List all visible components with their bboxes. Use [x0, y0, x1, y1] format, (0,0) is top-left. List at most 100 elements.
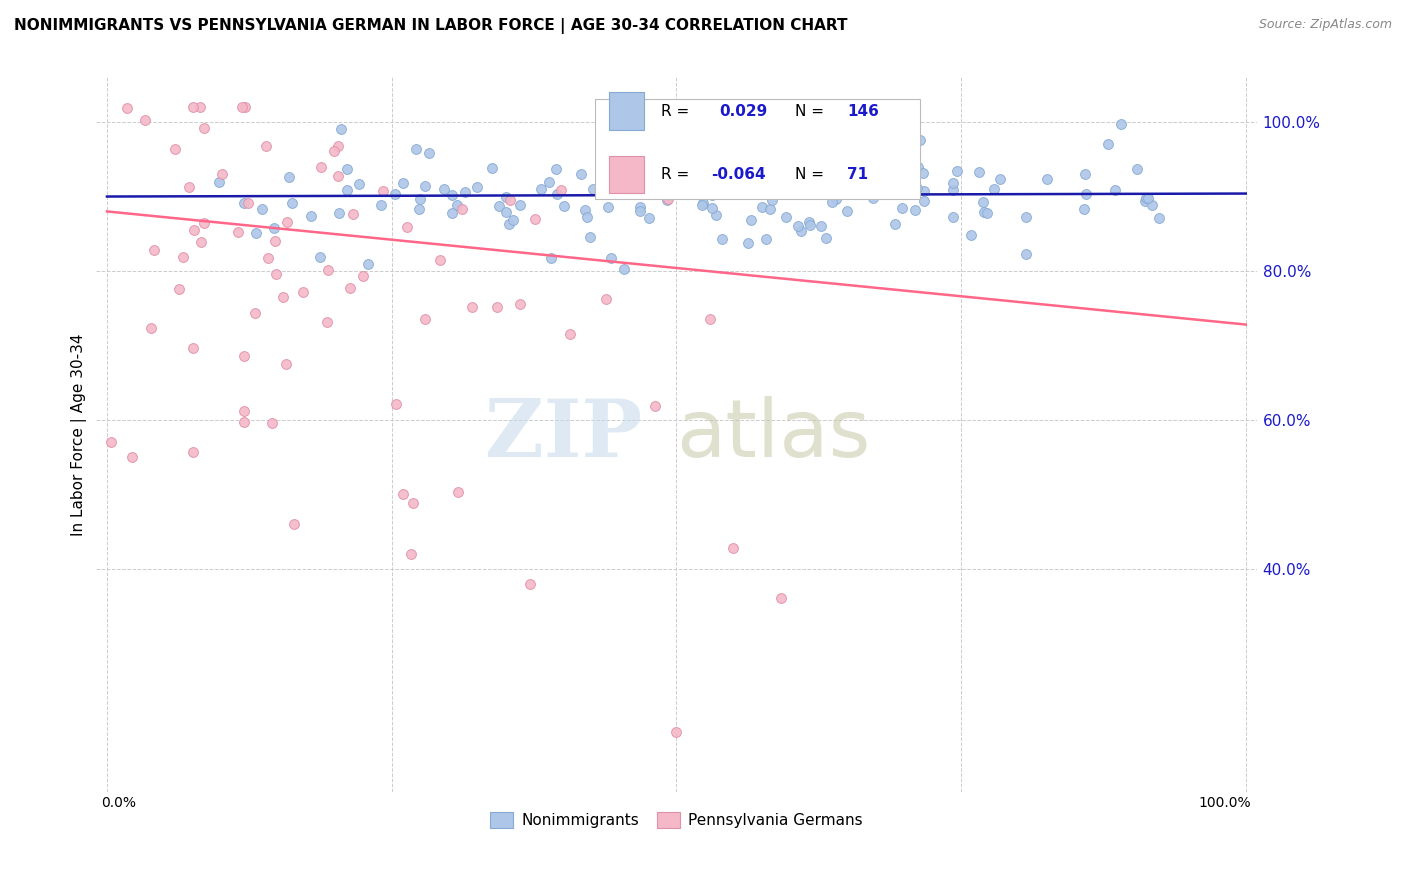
Point — [231, 100, 253, 114]
Point — [837, 204, 859, 219]
Text: atlas: atlas — [676, 396, 870, 474]
Point — [328, 139, 350, 153]
Point — [912, 184, 935, 198]
Point — [440, 205, 463, 219]
Point — [488, 199, 510, 213]
Point — [575, 210, 598, 224]
Point — [821, 195, 844, 210]
Point — [190, 235, 212, 249]
Point — [1126, 161, 1149, 176]
Point — [323, 144, 346, 158]
Point — [399, 547, 422, 561]
Point — [139, 321, 162, 335]
Point — [976, 206, 998, 220]
FancyBboxPatch shape — [595, 99, 921, 199]
Point — [385, 397, 408, 411]
Point — [973, 204, 995, 219]
Point — [765, 154, 787, 169]
Point — [898, 162, 921, 177]
Point — [692, 163, 714, 178]
Point — [702, 201, 724, 215]
Point — [524, 212, 547, 227]
Point — [502, 213, 524, 227]
Point — [692, 195, 714, 210]
Point — [904, 186, 927, 200]
Point — [1135, 191, 1157, 205]
Point — [1073, 202, 1095, 216]
Point — [613, 262, 636, 277]
Point — [817, 185, 839, 199]
Point — [960, 228, 983, 243]
Point — [537, 175, 560, 189]
Point — [841, 167, 863, 181]
Text: 146: 146 — [846, 103, 879, 119]
Point — [692, 198, 714, 212]
Point — [315, 315, 337, 329]
Point — [451, 202, 474, 217]
Point — [495, 205, 517, 219]
Point — [988, 172, 1011, 186]
Point — [799, 218, 821, 232]
Text: N =: N = — [794, 103, 828, 119]
Point — [281, 195, 304, 210]
Point — [942, 210, 965, 224]
Point — [429, 253, 451, 268]
Point — [405, 142, 427, 156]
Point — [737, 236, 759, 251]
Point — [408, 202, 430, 216]
Text: 0.0%: 0.0% — [101, 796, 136, 810]
Point — [967, 165, 990, 179]
Point — [628, 204, 651, 219]
Point — [418, 146, 440, 161]
Text: N =: N = — [794, 167, 828, 182]
Point — [799, 155, 821, 169]
Point — [245, 226, 267, 240]
Point — [1097, 136, 1119, 151]
Point — [845, 182, 868, 196]
Point — [495, 189, 517, 203]
Point — [1015, 247, 1038, 261]
Point — [942, 176, 965, 190]
Point — [465, 180, 488, 194]
Point — [1133, 194, 1156, 208]
Point — [825, 192, 848, 206]
Text: R =: R = — [661, 167, 699, 182]
Point — [591, 167, 613, 181]
Point — [700, 188, 723, 202]
Point — [641, 184, 664, 198]
Point — [342, 207, 364, 221]
Point — [328, 206, 350, 220]
Point — [371, 185, 394, 199]
Point — [1104, 183, 1126, 197]
Y-axis label: In Labor Force | Age 30-34: In Labor Force | Age 30-34 — [72, 334, 87, 536]
Point — [117, 101, 139, 115]
Point — [775, 211, 797, 225]
Point — [292, 285, 315, 299]
Point — [392, 176, 415, 190]
Legend: Nonimmigrants, Pennsylvania Germans: Nonimmigrants, Pennsylvania Germans — [484, 806, 869, 834]
Point — [737, 168, 759, 182]
Point — [330, 122, 353, 136]
Point — [263, 220, 285, 235]
Point — [481, 161, 503, 175]
Point — [262, 416, 284, 430]
Point — [765, 167, 787, 181]
Point — [599, 252, 621, 266]
Point — [193, 216, 215, 230]
Point — [413, 178, 436, 193]
Point — [181, 100, 204, 114]
Point — [446, 198, 468, 212]
Point — [278, 169, 301, 184]
Text: 0.029: 0.029 — [720, 103, 768, 119]
Point — [911, 166, 934, 180]
Point — [844, 178, 866, 192]
Text: Source: ZipAtlas.com: Source: ZipAtlas.com — [1258, 18, 1392, 31]
Point — [316, 263, 339, 277]
Point — [648, 181, 671, 195]
Point — [875, 186, 897, 200]
Text: 71: 71 — [846, 167, 869, 182]
Point — [454, 185, 477, 199]
Point — [890, 201, 912, 215]
Point — [121, 450, 143, 464]
Point — [797, 215, 820, 229]
